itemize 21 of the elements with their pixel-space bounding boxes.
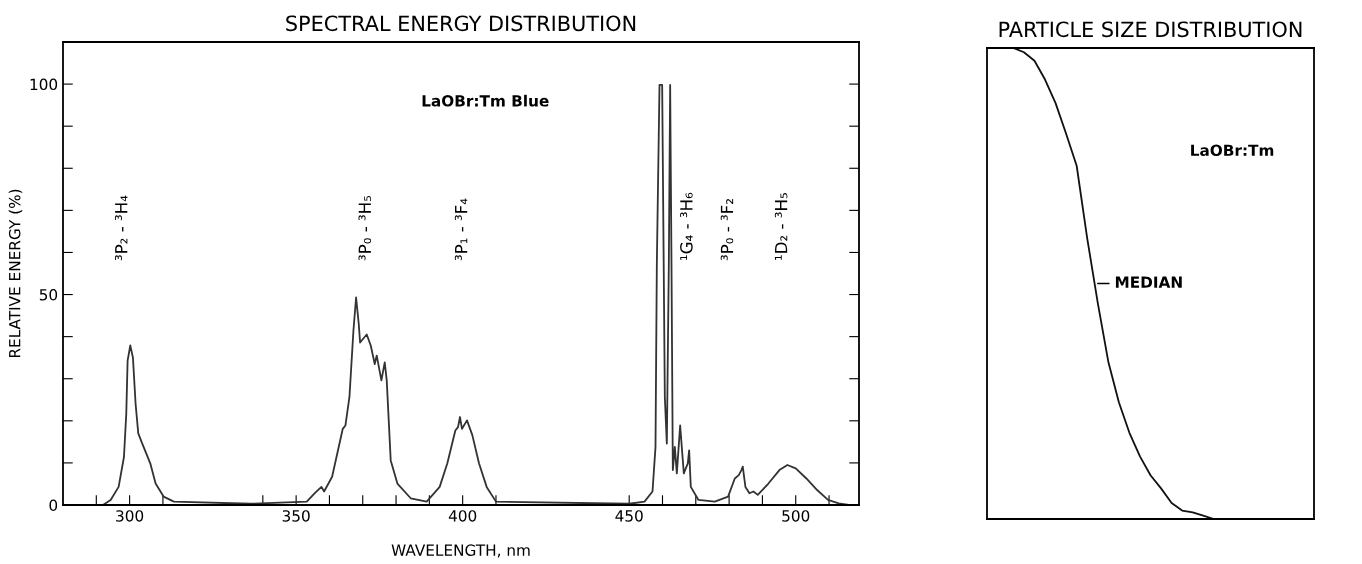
y-axis-title: RELATIVE ENERGY (%) bbox=[8, 189, 23, 358]
x-tick-label: 500 bbox=[782, 510, 810, 522]
y-tick-label: 0 bbox=[49, 499, 58, 512]
x-tick-label: 300 bbox=[116, 510, 144, 522]
y-tick-label: 50 bbox=[39, 289, 58, 301]
annotation: ³P₁ - ³F₄ bbox=[454, 198, 468, 261]
y-tick-label: 100 bbox=[30, 78, 58, 91]
annotation: ³P₀ - ³F₂ bbox=[720, 199, 734, 261]
annotation: MEDIAN bbox=[1115, 276, 1182, 288]
annotation: LaOBr:Tm Blue bbox=[422, 94, 549, 107]
chart-title: PARTICLE SIZE DISTRIBUTION bbox=[999, 21, 1302, 38]
x-tick-label: 350 bbox=[282, 510, 310, 522]
annotation: LaOBr:Tm bbox=[1191, 144, 1274, 157]
annotation: ³P₀ - ³H₅ bbox=[358, 195, 372, 261]
x-tick-label: 400 bbox=[448, 510, 477, 522]
annotation: ³P₂ - ³H₄ bbox=[114, 195, 128, 261]
x-tick-label: 450 bbox=[615, 510, 643, 522]
x-axis-title: WAVELENGTH, nm bbox=[391, 544, 530, 558]
annotation: ¹G₄ - ³H₆ bbox=[680, 192, 693, 260]
annotation: ¹D₂ - ³H₅ bbox=[774, 193, 788, 260]
chart-title: SPECTRAL ENERGY DISTRIBUTION bbox=[286, 15, 636, 32]
